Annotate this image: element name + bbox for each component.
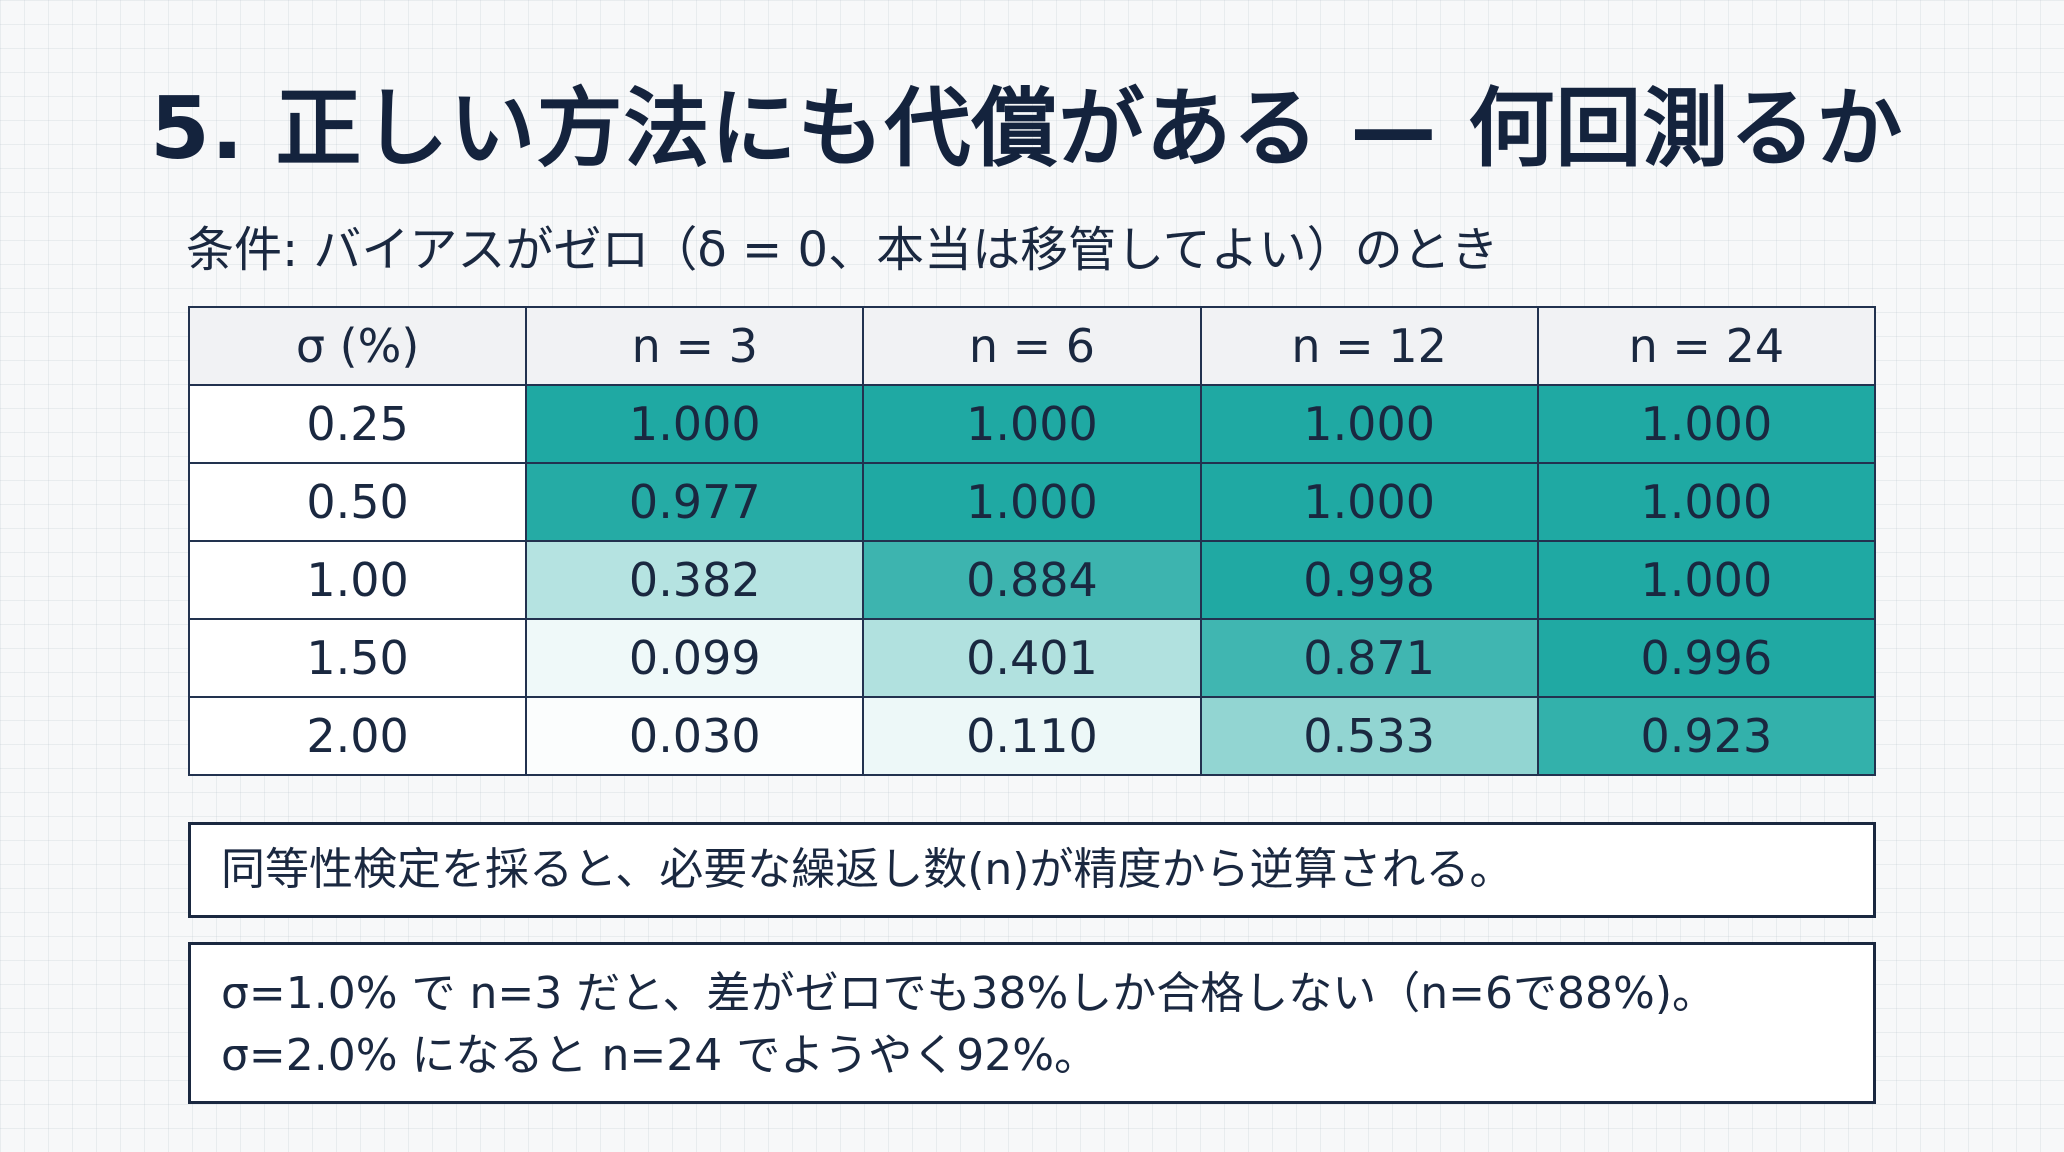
sigma-cell: 0.25 [187,384,528,464]
table-row: 0.50 0.977 1.000 1.000 1.000 [187,462,1877,542]
slide-title: 5. 正しい方法にも代償がある — 何回測るか [150,79,1904,179]
power-cell: 0.871 [1199,618,1539,698]
note-text-line2: σ=2.0% になると n=24 でようやく92%。 [221,1029,1099,1081]
power-cell: 1.000 [862,462,1202,542]
sigma-cell: 1.00 [187,540,528,620]
power-cell: 0.533 [1199,696,1539,776]
power-cell: 1.000 [525,384,865,464]
power-cell: 0.030 [525,696,865,776]
sigma-cell: 2.00 [187,696,528,776]
power-cell: 1.000 [1199,384,1539,464]
sigma-cell: 1.50 [187,618,528,698]
note-text: 同等性検定を採ると、必要な繰返し数(n)が精度から逆算される。 [221,844,1514,896]
table-header-row: σ (%) n = 3 n = 6 n = 12 n = 24 [187,306,1877,386]
power-cell: 1.000 [1199,462,1539,542]
note-text-line1: σ=1.0% で n=3 だと、差がゼロでも38%しか合格しない（n=6で88%… [221,968,1716,1019]
column-header-sigma: σ (%) [187,306,528,386]
column-header-n12: n = 12 [1199,306,1539,386]
power-cell: 1.000 [1536,384,1877,464]
table-row: 0.25 1.000 1.000 1.000 1.000 [187,384,1877,464]
power-cell: 0.977 [525,462,865,542]
power-cell: 0.382 [525,540,865,620]
column-header-n24: n = 24 [1536,306,1877,386]
note-box-equivalence: 同等性検定を採ると、必要な繰返し数(n)が精度から逆算される。 [188,822,1876,918]
table-row: 2.00 0.030 0.110 0.533 0.923 [187,696,1877,776]
power-table: σ (%) n = 3 n = 6 n = 12 n = 24 0.25 1.0… [187,306,1877,776]
note-box-example: σ=1.0% で n=3 だと、差がゼロでも38%しか合格しない（n=6で88%… [188,942,1876,1104]
power-cell: 0.401 [862,618,1202,698]
power-cell: 1.000 [1536,462,1877,542]
power-cell: 0.884 [862,540,1202,620]
power-cell: 0.923 [1536,696,1877,776]
power-cell: 1.000 [1536,540,1877,620]
sigma-cell: 0.50 [187,462,528,542]
table-row: 1.50 0.099 0.401 0.871 0.996 [187,618,1877,698]
power-cell: 1.000 [862,384,1202,464]
column-header-n3: n = 3 [525,306,865,386]
power-cell: 0.998 [1199,540,1539,620]
condition-text: 条件: バイアスがゼロ（δ = 0、本当は移管してよい）のとき [186,222,1499,278]
power-cell: 0.996 [1536,618,1877,698]
column-header-n6: n = 6 [862,306,1202,386]
power-cell: 0.110 [862,696,1202,776]
table-row: 1.00 0.382 0.884 0.998 1.000 [187,540,1877,620]
power-cell: 0.099 [525,618,865,698]
